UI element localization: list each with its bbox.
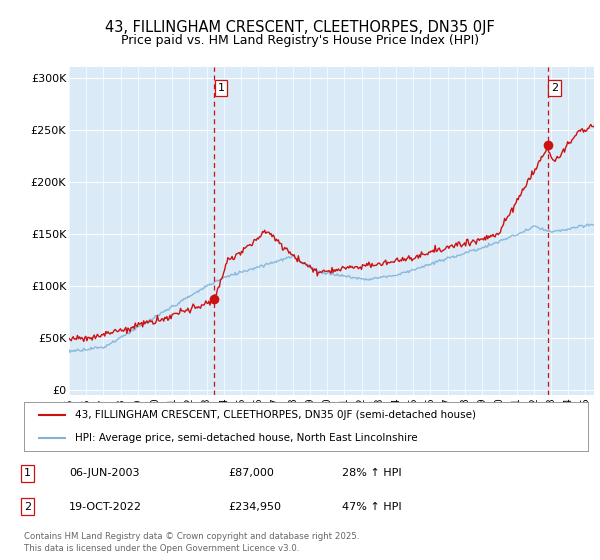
Text: 2: 2	[24, 502, 31, 512]
Text: 19-OCT-2022: 19-OCT-2022	[69, 502, 142, 512]
Text: 06-JUN-2003: 06-JUN-2003	[69, 468, 139, 478]
Text: Price paid vs. HM Land Registry's House Price Index (HPI): Price paid vs. HM Land Registry's House …	[121, 34, 479, 46]
Text: 47% ↑ HPI: 47% ↑ HPI	[342, 502, 401, 512]
Text: 2: 2	[551, 83, 558, 93]
Text: 43, FILLINGHAM CRESCENT, CLEETHORPES, DN35 0JF (semi-detached house): 43, FILLINGHAM CRESCENT, CLEETHORPES, DN…	[75, 410, 476, 421]
Text: £234,950: £234,950	[228, 502, 281, 512]
Text: £87,000: £87,000	[228, 468, 274, 478]
Text: 28% ↑ HPI: 28% ↑ HPI	[342, 468, 401, 478]
Text: 1: 1	[218, 83, 225, 93]
Text: 43, FILLINGHAM CRESCENT, CLEETHORPES, DN35 0JF: 43, FILLINGHAM CRESCENT, CLEETHORPES, DN…	[105, 20, 495, 35]
Text: 1: 1	[24, 468, 31, 478]
Text: Contains HM Land Registry data © Crown copyright and database right 2025.
This d: Contains HM Land Registry data © Crown c…	[24, 532, 359, 553]
Text: HPI: Average price, semi-detached house, North East Lincolnshire: HPI: Average price, semi-detached house,…	[75, 433, 418, 443]
